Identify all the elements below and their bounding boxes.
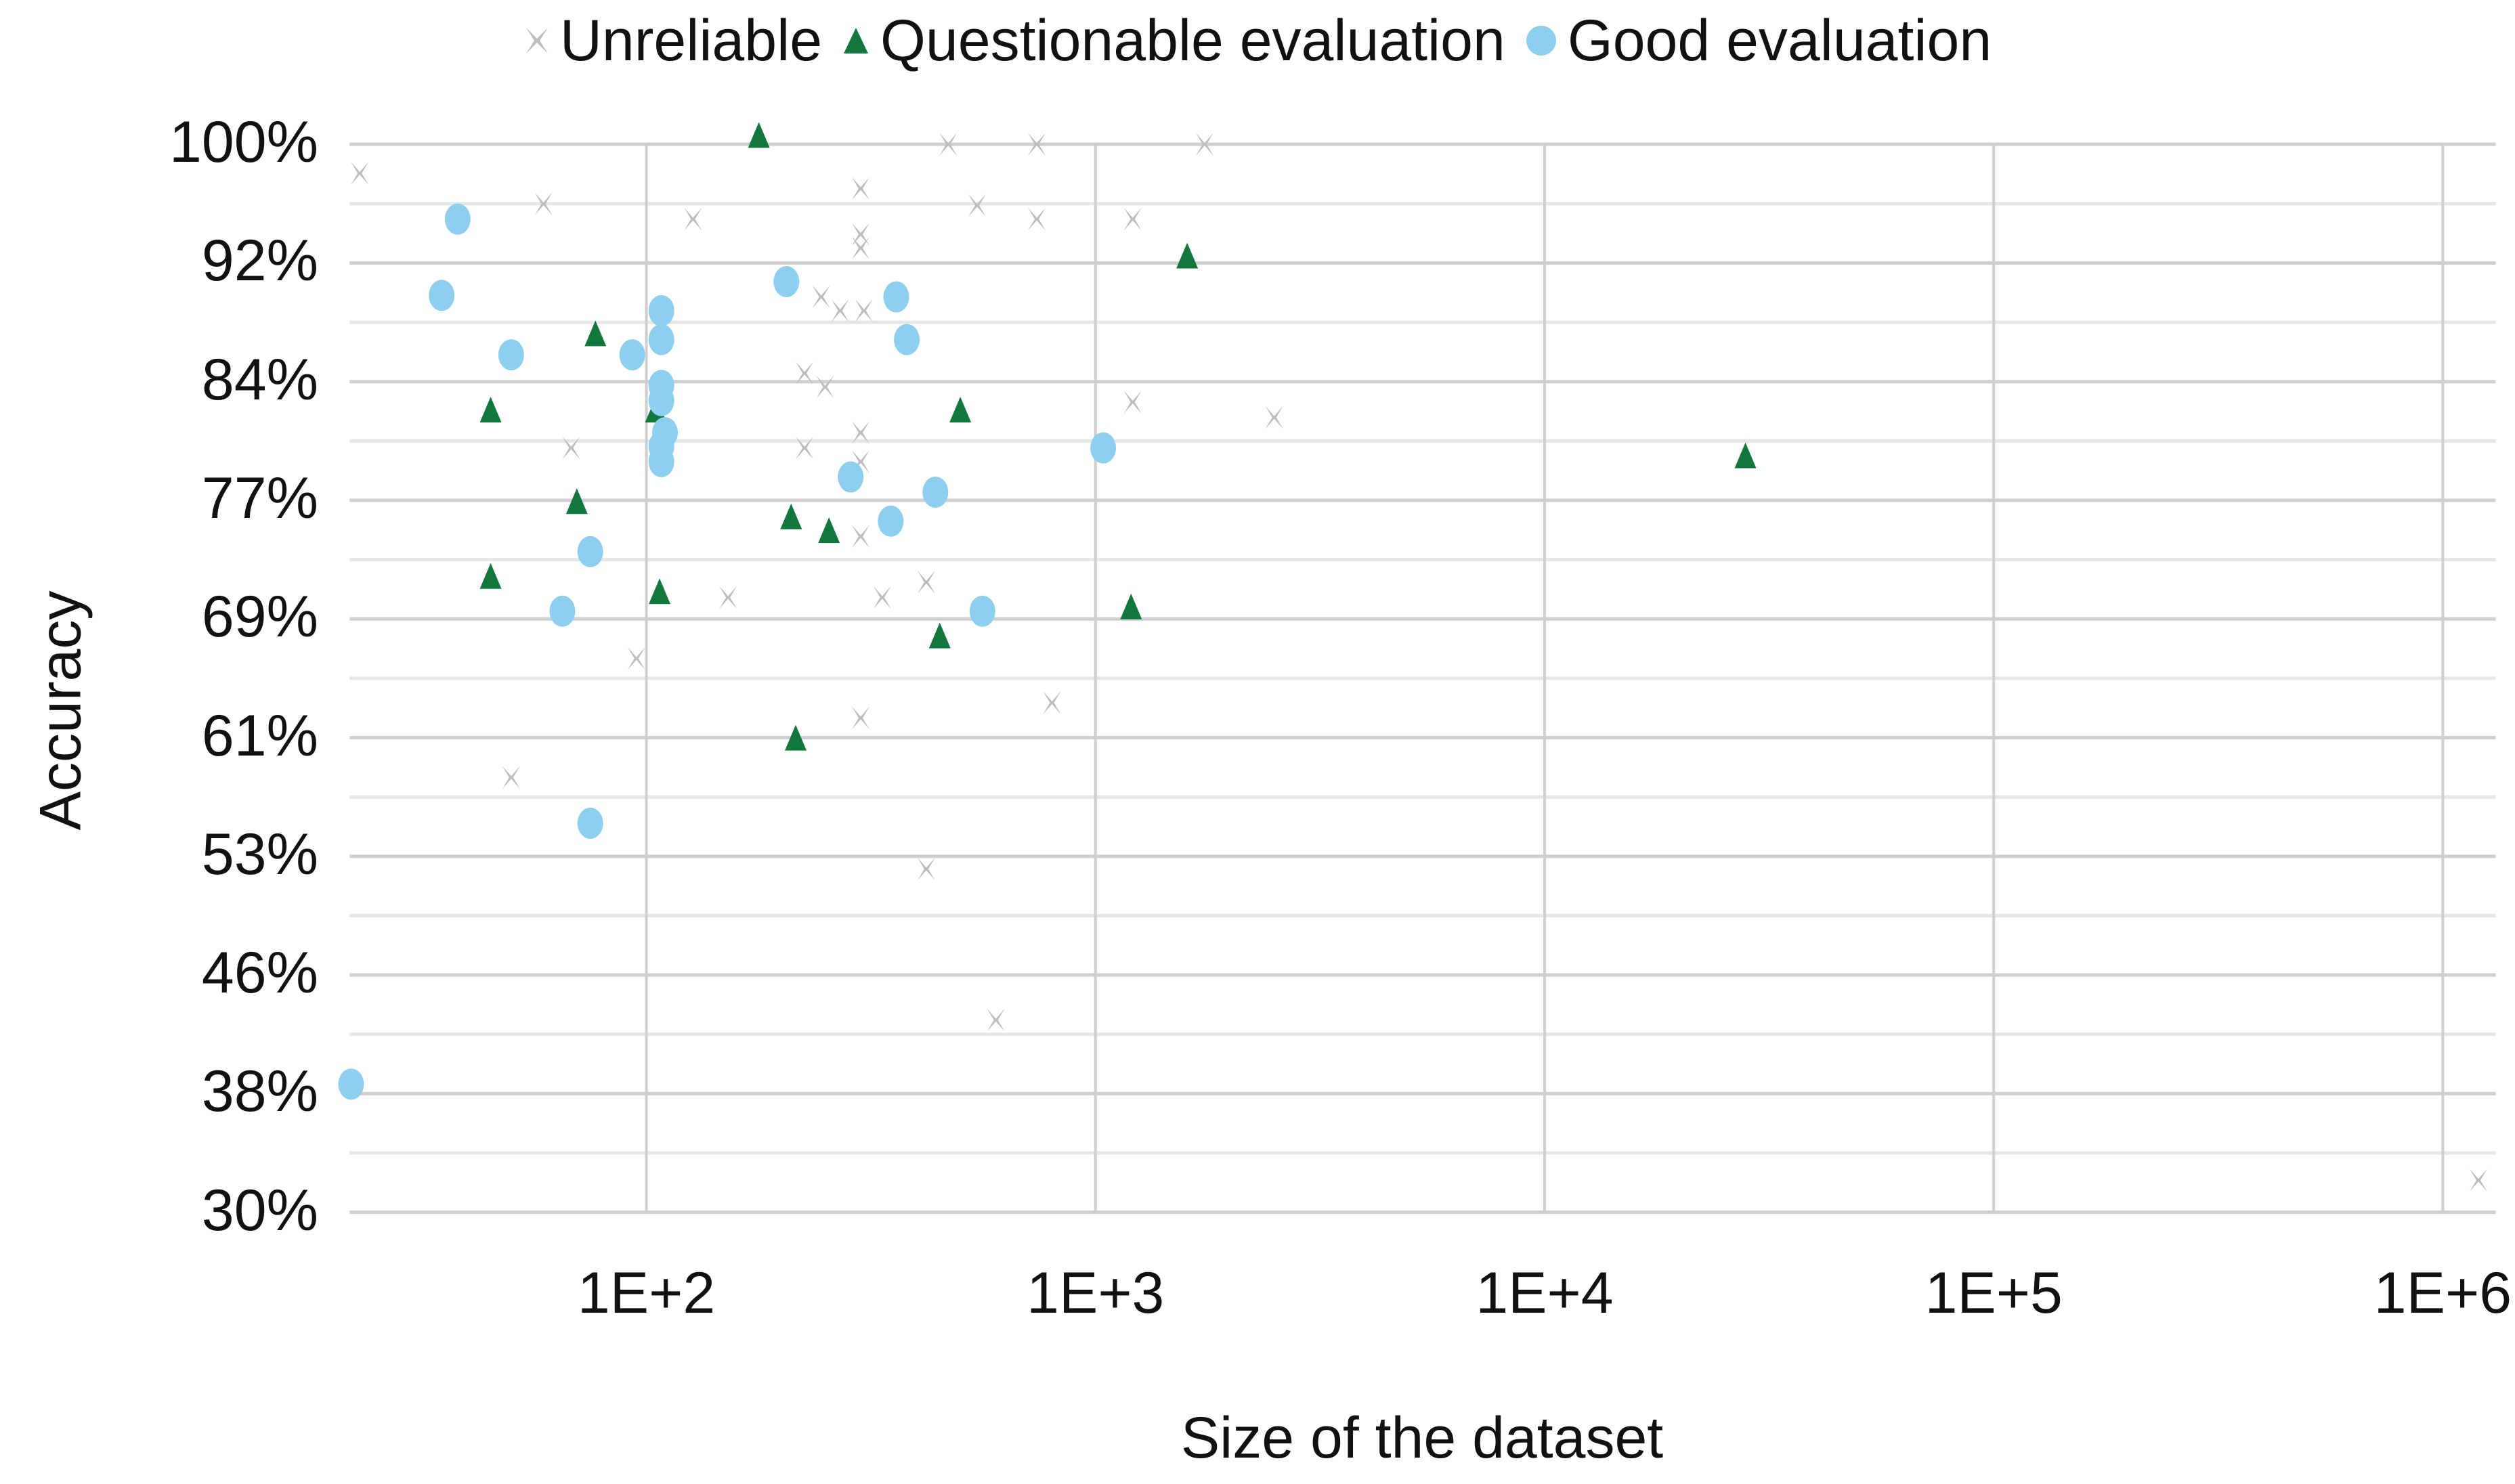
good-evaluation-point bbox=[498, 339, 524, 371]
questionable-evaluation-point bbox=[649, 578, 671, 605]
unreliable-point bbox=[851, 421, 869, 445]
y-tick-label: 53% bbox=[201, 821, 318, 887]
good-evaluation-point bbox=[969, 595, 995, 627]
good-evaluation-point bbox=[838, 461, 864, 493]
unreliable-point bbox=[1043, 691, 1061, 714]
questionable-evaluation-point bbox=[584, 320, 607, 347]
legend-label: Questionable evaluation bbox=[880, 8, 1505, 73]
unreliable-point bbox=[1123, 391, 1142, 414]
y-tick-label: 92% bbox=[201, 228, 318, 294]
unreliable-point bbox=[917, 857, 935, 881]
y-tick-label: 46% bbox=[201, 940, 318, 1006]
y-tick-label: 38% bbox=[201, 1059, 318, 1125]
unreliable-point bbox=[502, 766, 520, 789]
x-tick-label: 1E+3 bbox=[1027, 1260, 1165, 1326]
unreliable-point bbox=[1195, 133, 1213, 156]
y-tick-label: 61% bbox=[201, 703, 318, 768]
y-tick-label: 84% bbox=[201, 347, 318, 412]
legend-item-unreliable: Unreliable bbox=[523, 7, 822, 74]
unreliable-point bbox=[968, 194, 986, 217]
unreliable-point bbox=[851, 236, 869, 260]
questionable-evaluation-point bbox=[928, 622, 951, 649]
legend-label: Good evaluation bbox=[1567, 8, 1992, 73]
unreliable-point bbox=[873, 586, 891, 609]
unreliable-point bbox=[1265, 406, 1283, 429]
unreliable-point bbox=[816, 375, 834, 399]
questionable-evaluation-point bbox=[748, 122, 770, 148]
unreliable-point bbox=[796, 436, 814, 460]
good-evaluation-point bbox=[648, 294, 674, 326]
questionable-evaluation-point bbox=[565, 488, 588, 515]
y-axis-title: Accuracy bbox=[28, 590, 93, 831]
good-evaluation-point bbox=[878, 505, 904, 537]
good-evaluation-point bbox=[549, 595, 576, 627]
questionable-evaluation-point bbox=[780, 503, 802, 529]
x-marker-icon bbox=[525, 28, 548, 53]
unreliable-point bbox=[855, 299, 873, 322]
questionable-evaluation-point bbox=[1120, 593, 1142, 619]
unreliable-point bbox=[812, 285, 830, 309]
x-tick-label: 1E+6 bbox=[2373, 1260, 2512, 1326]
unreliable-point bbox=[1123, 207, 1142, 231]
unreliable-point bbox=[917, 571, 935, 594]
good-evaluation-point bbox=[883, 281, 909, 313]
triangle-marker-icon bbox=[844, 28, 869, 53]
unreliable-point bbox=[534, 192, 553, 215]
unreliable-point bbox=[1028, 207, 1046, 231]
unreliable-point bbox=[351, 162, 369, 185]
unreliable-point bbox=[562, 436, 580, 460]
unreliable-point bbox=[719, 586, 737, 609]
unreliable-point bbox=[684, 207, 702, 231]
good-evaluation-point bbox=[894, 324, 920, 355]
unreliable-point bbox=[796, 362, 814, 385]
good-evaluation-point bbox=[648, 385, 674, 416]
good-evaluation-point bbox=[577, 808, 603, 839]
x-tick-label: 1E+2 bbox=[577, 1260, 716, 1326]
questionable-evaluation-point bbox=[949, 397, 972, 423]
questionable-evaluation-point bbox=[1734, 442, 1757, 468]
legend-item-good: Good evaluation bbox=[1524, 7, 1992, 74]
unreliable-point bbox=[2469, 1169, 2487, 1192]
good-evaluation-point bbox=[773, 265, 800, 297]
unreliable-point bbox=[831, 299, 849, 322]
legend-label: Unreliable bbox=[559, 8, 823, 73]
questionable-evaluation-point bbox=[818, 517, 840, 544]
unreliable-point bbox=[627, 647, 645, 670]
good-evaluation-point bbox=[577, 536, 603, 567]
y-tick-label: 100% bbox=[169, 110, 318, 175]
unreliable-point bbox=[987, 1008, 1005, 1032]
good-evaluation-point bbox=[444, 203, 471, 235]
x-tick-label: 1E+5 bbox=[1925, 1260, 2063, 1326]
unreliable-point bbox=[851, 525, 869, 548]
unreliable-point bbox=[851, 706, 869, 730]
questionable-evaluation-point bbox=[785, 724, 807, 751]
unreliable-point bbox=[851, 223, 869, 246]
good-evaluation-point bbox=[648, 445, 674, 477]
questionable-evaluation-point bbox=[1176, 242, 1199, 269]
legend-item-questionable: Questionable evaluation bbox=[841, 7, 1505, 74]
questionable-evaluation-point bbox=[479, 397, 502, 423]
good-evaluation-point bbox=[619, 339, 645, 371]
unreliable-point bbox=[851, 177, 869, 200]
unreliable-point bbox=[939, 133, 958, 156]
good-evaluation-point bbox=[429, 280, 455, 311]
y-tick-label: 69% bbox=[201, 584, 318, 650]
legend: Unreliable Questionable evaluation Good … bbox=[0, 7, 2515, 74]
circle-marker-icon bbox=[1526, 26, 1556, 56]
y-tick-label: 30% bbox=[201, 1177, 318, 1243]
good-evaluation-point bbox=[648, 324, 674, 355]
good-evaluation-point bbox=[1090, 432, 1117, 464]
good-evaluation-point bbox=[922, 476, 949, 508]
questionable-evaluation-point bbox=[479, 563, 502, 589]
unreliable-point bbox=[1028, 133, 1046, 156]
good-evaluation-point bbox=[338, 1068, 364, 1100]
y-tick-label: 77% bbox=[201, 466, 318, 531]
x-tick-label: 1E+4 bbox=[1476, 1260, 1614, 1326]
x-axis-title: Size of the dataset bbox=[1180, 1405, 1664, 1470]
